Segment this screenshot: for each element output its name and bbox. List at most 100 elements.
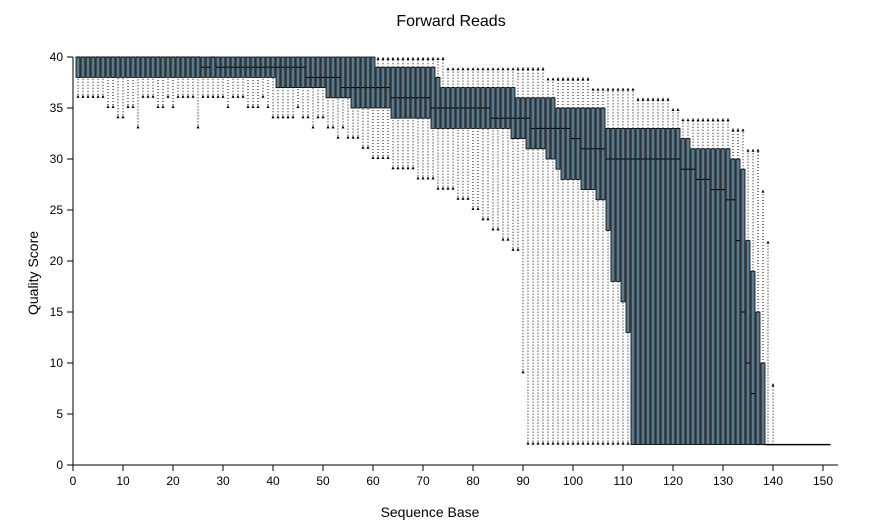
whisker-lower-cap (471, 207, 475, 210)
box-99 (565, 77, 571, 445)
box-1 (75, 56, 81, 98)
box-105 (595, 87, 601, 445)
box-47 (305, 56, 311, 119)
x-tick-label: 40 (266, 474, 280, 488)
box-iqr (395, 66, 401, 119)
box-20 (170, 56, 176, 108)
whisker-upper-cap (666, 97, 670, 101)
whisker-lower-cap (126, 105, 130, 108)
box-iqr (620, 127, 626, 303)
box-iqr (435, 77, 441, 129)
box-iqr (95, 56, 101, 78)
box-3 (85, 56, 91, 98)
box-8 (110, 56, 116, 108)
box-iqr (390, 66, 396, 119)
whisker-upper-cap (551, 77, 555, 81)
whisker-lower-cap (246, 105, 250, 108)
box-35 (245, 56, 251, 108)
whisker-upper-cap (461, 67, 465, 71)
whisker-upper-cap (596, 87, 600, 91)
whisker-upper-cap (691, 118, 695, 122)
y-tick-label: 15 (50, 305, 64, 319)
whisker-lower-cap (106, 105, 110, 108)
box-94 (540, 67, 546, 445)
box-23 (185, 56, 191, 98)
whisker-lower-cap (556, 441, 560, 445)
whisker-lower-cap (146, 94, 150, 98)
box-iqr (645, 127, 651, 446)
y-tick-label: 35 (50, 101, 64, 115)
whisker-upper-cap (741, 128, 745, 132)
box-121 (675, 108, 681, 446)
whisker-upper-cap (601, 87, 605, 91)
box-78 (460, 67, 466, 200)
box-iqr (755, 311, 761, 446)
box-40 (270, 56, 276, 119)
whisker-upper-cap (411, 57, 415, 60)
whisker-upper-cap (671, 108, 675, 111)
box-iqr (535, 97, 541, 150)
whisker-upper-cap (771, 383, 775, 387)
y-tick-label: 5 (56, 407, 63, 421)
whisker-upper-cap (681, 118, 685, 122)
whisker-lower-cap (281, 115, 285, 119)
box-46 (300, 56, 306, 119)
whisker-lower-cap (226, 105, 230, 108)
whisker-upper-cap (456, 67, 460, 71)
whisker-lower-cap (196, 125, 200, 129)
box-101 (575, 77, 581, 445)
box-44 (290, 56, 296, 119)
box-63 (385, 57, 391, 159)
whisker-lower-cap (261, 94, 265, 98)
box-122 (680, 118, 686, 446)
whisker-lower-cap (566, 441, 570, 445)
whisker-lower-cap (266, 105, 270, 108)
box-126 (700, 118, 706, 445)
box-iqr (160, 56, 166, 78)
box-iqr (725, 148, 731, 445)
whisker-lower-cap (411, 166, 415, 170)
whisker-upper-cap (701, 118, 705, 122)
box-iqr (140, 56, 146, 78)
box-iqr (630, 127, 636, 446)
whisker-lower-cap (626, 441, 630, 445)
x-tick-label: 80 (466, 474, 480, 488)
box-98 (560, 77, 566, 445)
whisker-lower-cap (336, 135, 340, 139)
whisker-upper-cap (521, 67, 525, 71)
whisker-upper-cap (531, 67, 535, 71)
whisker-lower-cap (286, 115, 290, 119)
box-iqr (565, 107, 571, 180)
box-iqr (275, 56, 281, 89)
box-5 (95, 56, 101, 98)
box-iqr (405, 66, 411, 119)
x-tick-label: 70 (416, 474, 430, 488)
box-111 (625, 87, 631, 445)
whisker-lower-cap (291, 115, 295, 119)
box-112 (630, 87, 636, 446)
box-22 (180, 56, 186, 98)
whisker-upper-cap (651, 97, 655, 101)
whisker-upper-cap (546, 77, 550, 81)
box-81 (475, 67, 481, 210)
whisker-lower-cap (211, 94, 215, 98)
box-50 (320, 56, 326, 119)
whisker-lower-cap (501, 237, 505, 241)
whisker-upper-cap (481, 67, 485, 71)
whisker-lower-cap (116, 115, 120, 119)
box-iqr (155, 56, 161, 78)
box-80 (470, 67, 476, 210)
box-135 (745, 148, 751, 446)
box-iqr (90, 56, 96, 78)
box-139 (765, 240, 771, 446)
x-axis-ticks: 0 10 20 30 40 50 60 70 80 90 100 110 120 130 140 150 (70, 465, 833, 488)
box-iqr (655, 127, 661, 446)
box-96 (550, 77, 556, 445)
box-iqr (190, 56, 196, 78)
box-iqr (650, 127, 656, 446)
box-116 (650, 97, 656, 446)
box-iqr (80, 56, 86, 78)
box-7 (105, 56, 111, 108)
box-iqr (210, 56, 216, 78)
box-iqr (505, 87, 511, 129)
